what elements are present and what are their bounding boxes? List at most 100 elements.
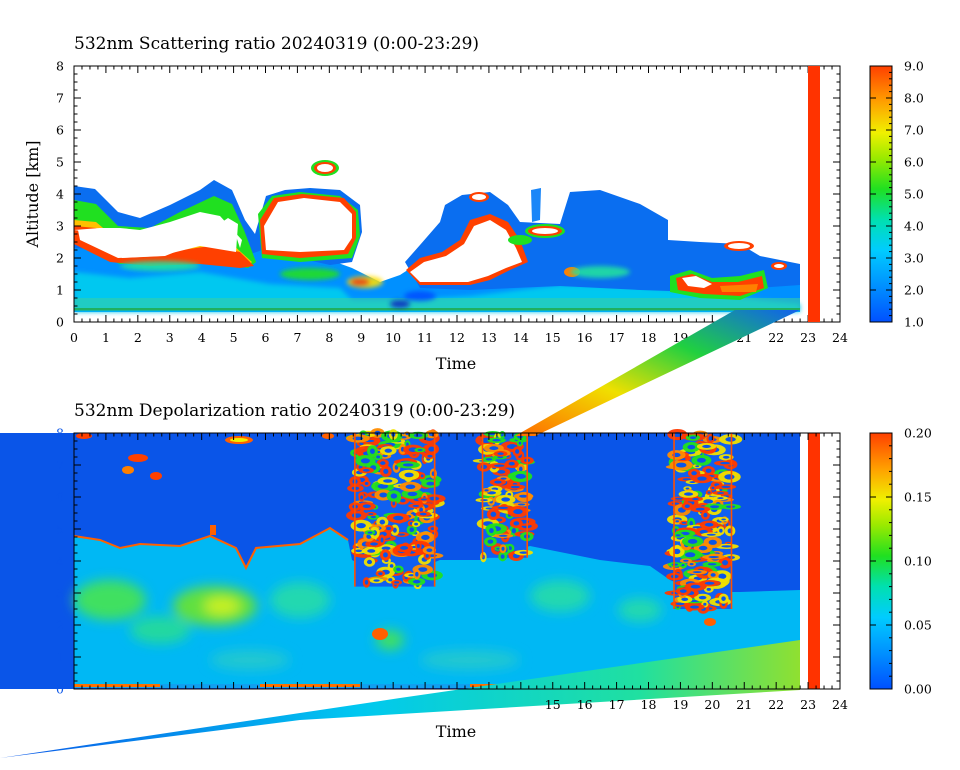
y-tick-label: 7 <box>56 458 64 473</box>
depol-speckle-core <box>721 545 733 548</box>
depol-speckle-core <box>703 499 714 504</box>
depol-speckle-core <box>671 502 680 505</box>
x-tick-label: 5 <box>230 330 238 345</box>
colorbar-tick-label: 8.0 <box>904 91 924 106</box>
depol-speckle-core <box>367 531 373 534</box>
depol-speckle-core <box>380 537 384 543</box>
x-tick-label: 12 <box>449 330 465 345</box>
depol-speckle-core <box>721 596 726 601</box>
depol-speckle-core <box>426 481 435 486</box>
depol-speckle-core <box>689 520 694 527</box>
depol-speckle-core <box>421 498 427 501</box>
depol-speckle-core <box>355 549 362 553</box>
depol-speckle-core <box>367 549 376 553</box>
depol-speckle-core <box>409 527 415 533</box>
depol-speckle-core <box>383 552 388 558</box>
depol-speckle-core <box>708 539 717 545</box>
depol-surface-line <box>74 684 800 688</box>
depol-speckle-core <box>703 602 707 606</box>
x-tick-label: 23 <box>800 330 816 345</box>
depol-speckle-core <box>402 463 414 467</box>
depol-speckle-core <box>718 573 727 579</box>
depolarization-field <box>73 428 800 688</box>
depol-speckle-core <box>671 563 679 566</box>
depol-speckle-core <box>691 471 697 476</box>
x-tick-label: 8 <box>325 330 333 345</box>
depol-speckle-core <box>519 466 523 472</box>
depol-speckle-core <box>687 539 698 544</box>
depol-speckle <box>73 428 800 687</box>
depol-speckle-core <box>480 499 488 502</box>
depol-speckle-core <box>673 548 681 555</box>
depol-speckle-core <box>515 473 526 479</box>
depol-speckle-core <box>689 436 697 440</box>
aerosol-patches <box>74 580 662 670</box>
depol-speckle-core <box>379 519 386 525</box>
depol-speckle-core <box>690 584 701 589</box>
x-tick-label: 16 <box>577 330 593 345</box>
depol-speckle-core <box>370 448 375 454</box>
depol-speckle-core <box>681 521 687 524</box>
depol-speckle-core <box>501 546 505 551</box>
bottom-artifact-band <box>808 433 820 689</box>
depol-speckle-core <box>487 539 494 544</box>
top-colorbar-ticks: 1.0 2.0 3.0 4.0 5.0 6.0 7.0 8.0 9.0 <box>870 59 924 330</box>
depol-speckle-core <box>414 522 419 526</box>
depol-speckle-core <box>683 559 689 562</box>
depol-speckle-core <box>706 587 712 591</box>
colorbar-tick-label: 0.10 <box>904 554 932 569</box>
depol-speckle-core <box>415 571 419 577</box>
depol-speckle-core <box>351 513 362 518</box>
depol-speckle-core <box>698 545 708 551</box>
depol-speckle-core <box>517 503 526 506</box>
depol-speckle-core <box>378 572 383 576</box>
y-tick-label: 4 <box>56 554 64 569</box>
depol-speckle-core <box>396 567 401 572</box>
aerosol-top-edge <box>73 526 349 571</box>
depol-speckle-core <box>364 579 369 585</box>
depol-speckle-core <box>697 476 707 481</box>
depol-speckle-core <box>383 479 393 483</box>
y-tick-label: 0 <box>56 682 64 697</box>
depol-speckle-core <box>368 513 374 515</box>
depol-speckle-core <box>708 436 713 441</box>
depol-speckle-core <box>484 489 489 492</box>
depol-speckle-core <box>497 506 509 509</box>
y-tick-label: 1 <box>56 283 64 298</box>
colorbar-tick-label: 4.0 <box>904 219 924 234</box>
depol-speckle-core <box>684 492 694 496</box>
depol-speckle-core <box>705 468 712 473</box>
x-tick-label: 24 <box>832 697 848 712</box>
artifact-wedge-upper <box>515 310 800 436</box>
x-tick-label: 15 <box>545 330 561 345</box>
depol-speckle-core <box>704 522 714 527</box>
depol-speckle-core <box>706 533 716 536</box>
depol-speckle-core <box>394 581 400 584</box>
depol-speckle-core <box>497 452 504 456</box>
cloud-core-2 <box>258 192 360 262</box>
surface-layer <box>74 298 800 309</box>
depol-speckle-core <box>427 573 437 578</box>
bottom-title: 532nm Depolarization ratio 20240319 (0:0… <box>74 401 515 421</box>
x-tick-label: 21 <box>736 697 752 712</box>
depol-speckle-core <box>719 528 723 533</box>
depol-speckle-core <box>511 528 517 534</box>
depol-speckle-core <box>366 559 373 565</box>
depol-speckle-core <box>389 564 394 568</box>
depol-speckle-core <box>421 534 430 540</box>
depol-speckle-core <box>689 481 696 484</box>
cloud-core-1 <box>74 196 256 268</box>
depol-speckle-core <box>405 432 409 436</box>
colorbar-tick-label: 7.0 <box>904 123 924 138</box>
depol-speckle-core <box>366 534 372 539</box>
depol-speckle-core <box>382 454 388 458</box>
depol-speckle-core <box>388 578 393 582</box>
depol-speckle-core <box>510 485 520 489</box>
depol-speckle-core <box>360 458 370 464</box>
depol-speckle-core <box>676 462 687 468</box>
depol-speckle-core <box>675 520 679 523</box>
depol-surface-fragment <box>260 684 360 687</box>
depol-speckle-core <box>689 563 694 566</box>
x-tick-label: 11 <box>417 330 433 345</box>
